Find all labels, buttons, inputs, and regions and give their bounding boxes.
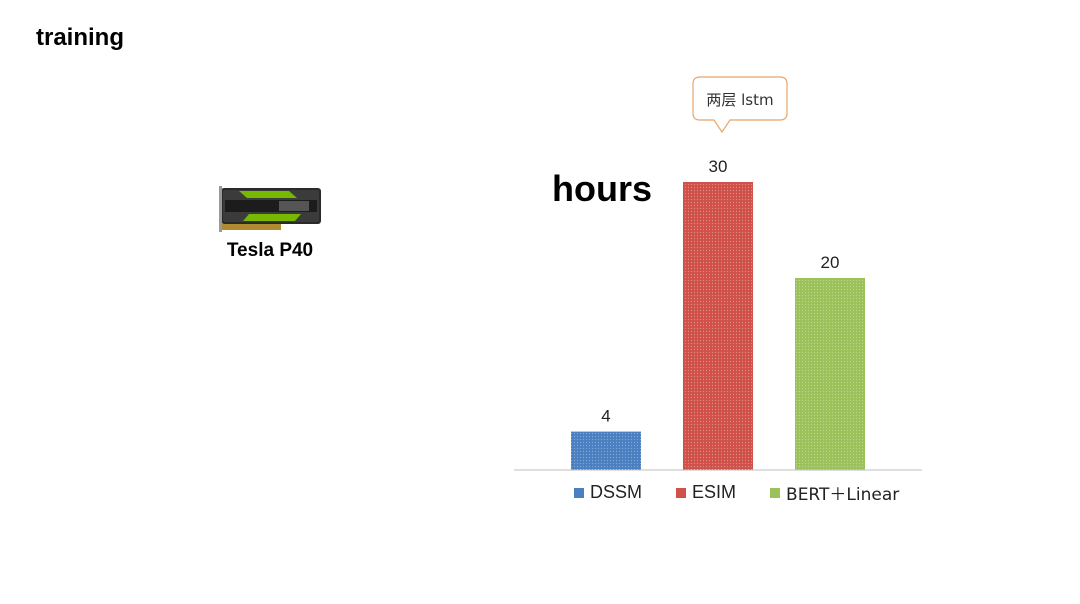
legend-swatch-dssm bbox=[574, 487, 584, 498]
slide-title: training bbox=[36, 24, 124, 51]
legend-swatch-bert bbox=[770, 487, 781, 498]
data-label-esim: 30 bbox=[709, 157, 728, 176]
legend-swatch-esim bbox=[676, 487, 687, 498]
callout-bubble bbox=[692, 76, 788, 134]
data-label-dssm: 4 bbox=[601, 407, 610, 426]
gpu-card-icon bbox=[219, 186, 321, 232]
bar-texture-bert bbox=[795, 278, 865, 470]
legend-item-bert: BERT＋Linear bbox=[770, 480, 899, 505]
legend-label-bert: BERT＋Linear bbox=[786, 485, 900, 505]
legend-label-esim: ESIM bbox=[692, 482, 737, 502]
data-label-bert: 20 bbox=[821, 253, 840, 272]
callout-text: 两层 lstm bbox=[706, 90, 774, 109]
chart-legend: DSSM ESIM BERT＋Linear bbox=[574, 480, 899, 505]
gpu-label: Tesla P40 bbox=[226, 240, 314, 261]
legend-item-esim: ESIM bbox=[676, 480, 736, 505]
y-axis-label: hours bbox=[552, 168, 653, 209]
legend-item-dssm: DSSM bbox=[574, 480, 642, 505]
bar-texture-esim bbox=[683, 182, 753, 470]
legend-label-dssm: DSSM bbox=[590, 482, 643, 502]
bar-texture-dssm bbox=[571, 431, 641, 470]
